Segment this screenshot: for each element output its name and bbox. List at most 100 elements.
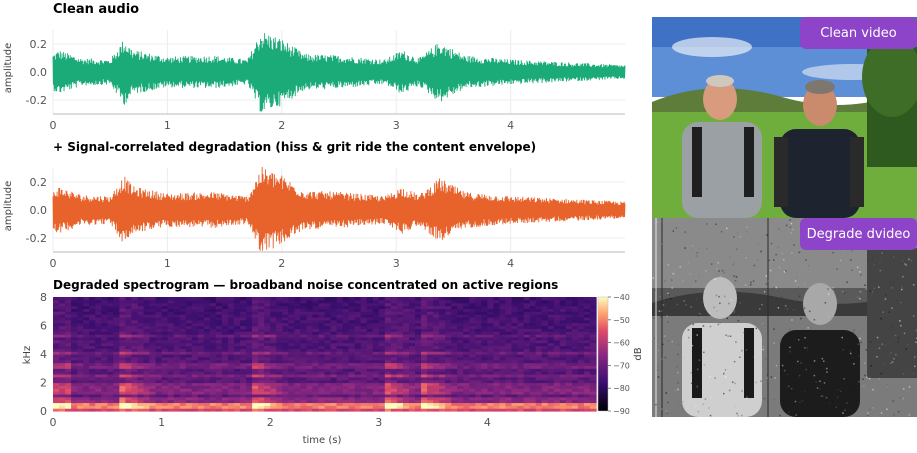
spectrogram-cell [119,331,126,335]
spectrogram-cell [203,376,211,381]
spectrogram-cell [197,379,205,384]
spectrogram-cell [77,299,84,304]
spectrogram-cell [173,385,181,389]
noise-grain [717,352,719,354]
noise-grain [872,407,874,409]
spectrogram-cell [276,302,283,307]
spectrogram-cell [348,325,356,329]
spectrogram-cell [270,299,277,304]
spectrogram-cell [215,402,223,406]
spectrogram-cell [101,368,108,372]
spectrogram-cell [221,331,229,335]
spectrogram-cell [360,371,368,375]
spectrogram-cell [240,388,247,392]
spectrogram-cell [529,371,537,375]
noise-grain [778,266,781,269]
noise-grain [876,336,879,339]
spectrogram-cell [336,388,344,392]
spectrogram-cell [372,405,380,409]
spectrogram-cell [191,328,199,332]
spectrogram-cell [589,391,597,395]
spectrogram-cell [71,385,78,389]
spectrogram-cell [589,331,597,335]
colorbar-tick-label: −40 [613,293,630,302]
spectrogram-cell [577,393,585,398]
spectrogram-cell [191,373,199,378]
noise-grain [710,263,713,265]
spectrogram-cell [541,328,549,332]
spectrogram-cell [294,331,301,335]
spectrogram-cell [342,368,350,372]
spectrogram-cell [348,311,356,315]
spectrogram-cell [258,408,265,412]
spectrogram-cell [553,297,561,301]
spectrogram-cell [179,399,187,404]
spectrogram-cell [282,371,289,375]
spectrogram-cell [197,354,205,358]
spectrogram-cell [95,308,102,312]
spectrogram-cell [384,368,392,372]
spectrogram-cell [221,354,229,358]
spectrogram-cell [559,351,567,355]
noise-grain [868,333,870,335]
spectrogram-cell [408,297,416,301]
spectrogram-cell [336,365,344,369]
colorbar-tick-label: −90 [613,407,630,416]
spectrogram-cell [240,314,247,318]
spectrogram-cell [499,311,507,315]
spectrogram-cell [445,348,452,352]
spectrogram-cell [505,359,513,364]
spectrogram-cell [457,382,464,386]
spectrogram-cell [227,356,235,361]
spectrogram-cell [312,356,320,361]
spectrogram-cell [294,345,301,349]
spectrogram-cell [366,328,374,332]
spectrogram-cell [179,314,187,318]
spectrogram-cell [258,371,265,375]
x-tick-label: 2 [267,416,274,429]
spectrogram-cell [185,319,193,324]
spectrogram-cell [300,339,307,344]
spectrogram-cell [149,376,157,381]
noise-grain [785,224,788,227]
spectrogram-cell [547,368,555,372]
spectrogram-cell [221,302,229,307]
spectrogram-cell [481,336,488,341]
noise-grain [766,377,768,379]
spectrogram-cell [439,376,446,381]
spectrogram-cell [390,391,398,395]
spectrogram-cell [481,297,488,301]
noise-grain [743,331,745,334]
noise-grain [908,258,910,261]
spectrogram-cell [173,308,181,312]
spectrogram-cell [270,334,277,338]
spectrogram-cell [276,359,283,364]
spectrogram-cell [246,302,253,307]
spectrogram-cell [306,379,314,384]
noise-grain [819,388,821,390]
spectrogram-cell [173,399,181,404]
spectrogram-cell [59,331,66,335]
spectrogram-cell [505,308,513,312]
spectrogram-cell [306,408,314,412]
spectrogram-cell [354,345,362,349]
spectrogram-cell [185,328,193,332]
spectrogram-cell [415,325,422,329]
spectrogram-cell [396,388,404,392]
noise-grain [778,228,780,230]
noise-grain [657,232,659,235]
spectrogram-cell [288,297,295,301]
spectrogram-cell [433,319,440,324]
spectrogram-cell [583,402,591,406]
spectrogram-cell [481,376,488,381]
spectrogram-cell [137,342,145,347]
spectrogram-cell [493,356,501,361]
spectrogram-cell [294,354,301,358]
spectrogram-cell [469,331,476,335]
spectrogram-cell [149,354,157,358]
spectrogram-cell [475,322,482,327]
noise-grain [844,384,846,386]
spectrogram-cell [427,385,434,389]
spectrogram-cell [354,373,362,378]
spectrogram-cell [336,308,344,312]
